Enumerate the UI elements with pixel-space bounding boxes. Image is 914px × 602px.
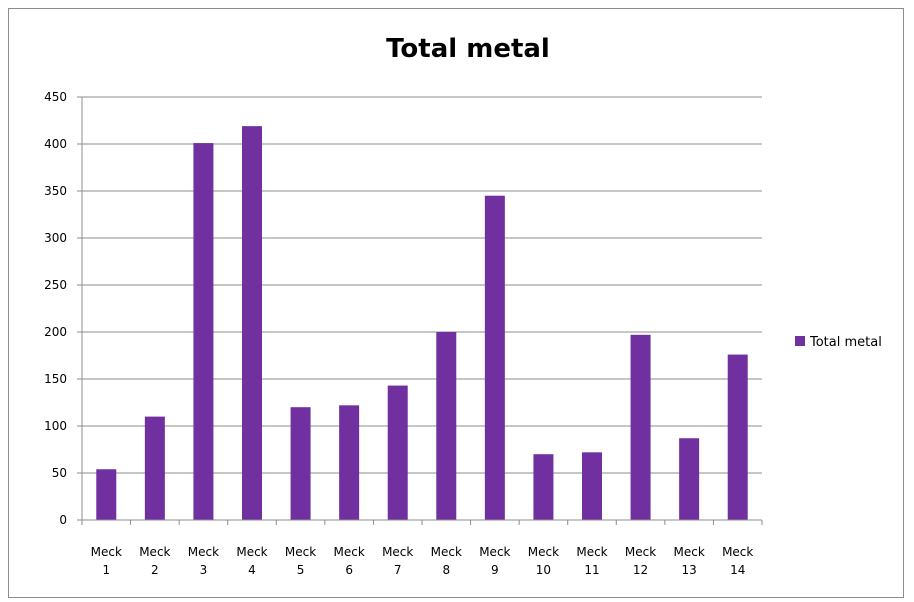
- x-tick-label-line: Meck: [333, 545, 364, 559]
- x-tick-label: Meck 5: [285, 545, 316, 577]
- y-tick-label: 400: [44, 137, 67, 151]
- x-tick-label: Meck 14: [722, 545, 753, 577]
- x-tick-label-line: Meck: [528, 545, 559, 559]
- x-tick-label-line: Meck: [722, 545, 753, 559]
- x-tick-label: Meck 3: [188, 545, 219, 577]
- y-tick-label: 450: [44, 90, 67, 104]
- x-tick-label-line: 13: [682, 563, 697, 577]
- bar-meck-9: [484, 195, 505, 520]
- gridlines: [82, 96, 762, 474]
- bar-meck-1: [96, 469, 117, 520]
- bar-meck-4: [242, 126, 262, 520]
- bar-meck-2: [144, 416, 165, 520]
- x-tick-label: Meck 10: [528, 545, 559, 577]
- x-tick-label-line: 10: [536, 563, 551, 577]
- x-tick-label-line: 6: [345, 563, 353, 577]
- bar-meck-3: [193, 143, 214, 520]
- legend: Total metal: [795, 335, 882, 350]
- y-tick-label: 250: [44, 278, 67, 292]
- x-tick-label-line: 12: [633, 563, 648, 577]
- legend-swatch: [795, 336, 805, 346]
- y-tick-label: 350: [44, 184, 67, 198]
- bar-meck-7: [387, 385, 408, 520]
- x-tick-label: Meck 6: [333, 545, 364, 577]
- x-tick-label: Meck 7: [382, 545, 413, 577]
- x-tick-label-line: 3: [200, 563, 208, 577]
- chart-title: Total metal: [386, 34, 550, 64]
- x-tick-label-line: 4: [248, 563, 256, 577]
- x-tick-label-line: Meck: [139, 545, 170, 559]
- x-tick-label: Meck 2: [139, 545, 170, 577]
- x-tick-label-line: 5: [297, 563, 305, 577]
- x-tick-label: Meck 12: [625, 545, 656, 577]
- x-tick-label: Meck 1: [91, 545, 122, 577]
- x-tick-label: Meck 13: [673, 545, 704, 577]
- x-tick-label-line: Meck: [188, 545, 219, 559]
- x-tick-label: Meck 9: [479, 545, 510, 577]
- x-tick-label-line: Meck: [91, 545, 122, 559]
- bar-meck-13: [679, 438, 700, 520]
- bar-meck-11: [582, 452, 602, 520]
- x-tick-label-line: 9: [491, 563, 499, 577]
- y-tick-label: 200: [44, 325, 67, 339]
- y-tick-label: 150: [44, 372, 67, 386]
- x-tick-label-line: 8: [442, 563, 450, 577]
- x-tick-label-line: Meck: [625, 545, 656, 559]
- x-tick-label-line: 7: [394, 563, 402, 577]
- x-tick-label-line: 2: [151, 563, 159, 577]
- x-tick-label-line: Meck: [479, 545, 510, 559]
- bar-meck-5: [290, 407, 311, 520]
- bars: [96, 126, 748, 520]
- x-tick-label-line: Meck: [673, 545, 704, 559]
- y-tick-label: 100: [44, 419, 67, 433]
- x-axis: Meck 1 Meck 2 Meck 3 Meck 4 Meck 5 Meck 6 Meck 7 Meck 8…: [81, 519, 763, 577]
- x-tick-label-line: Meck: [576, 545, 607, 559]
- x-tick-label-line: Meck: [431, 545, 462, 559]
- x-tick-label-line: 11: [584, 563, 599, 577]
- y-tick-label: 50: [52, 466, 67, 480]
- x-tick-label: Meck 8: [431, 545, 462, 577]
- x-tick-label: Meck 4: [236, 545, 267, 577]
- y-tick-label: 300: [44, 231, 67, 245]
- bar-meck-8: [436, 332, 457, 520]
- bar-meck-6: [339, 405, 360, 520]
- bar-meck-12: [630, 334, 651, 520]
- x-tick-label-line: Meck: [382, 545, 413, 559]
- bar-meck-14: [727, 354, 748, 520]
- x-tick-label-line: Meck: [236, 545, 267, 559]
- y-tick-label: 0: [59, 513, 67, 527]
- y-axis: 0 50 100 150 200 250 300 350 400 450: [44, 90, 83, 527]
- x-tick-label-line: Meck: [285, 545, 316, 559]
- legend-label: Total metal: [809, 335, 882, 350]
- x-tick-label: Meck 11: [576, 545, 607, 577]
- x-tick-label-line: 1: [102, 563, 110, 577]
- bar-meck-10: [533, 454, 554, 520]
- x-tick-label-line: 14: [730, 563, 745, 577]
